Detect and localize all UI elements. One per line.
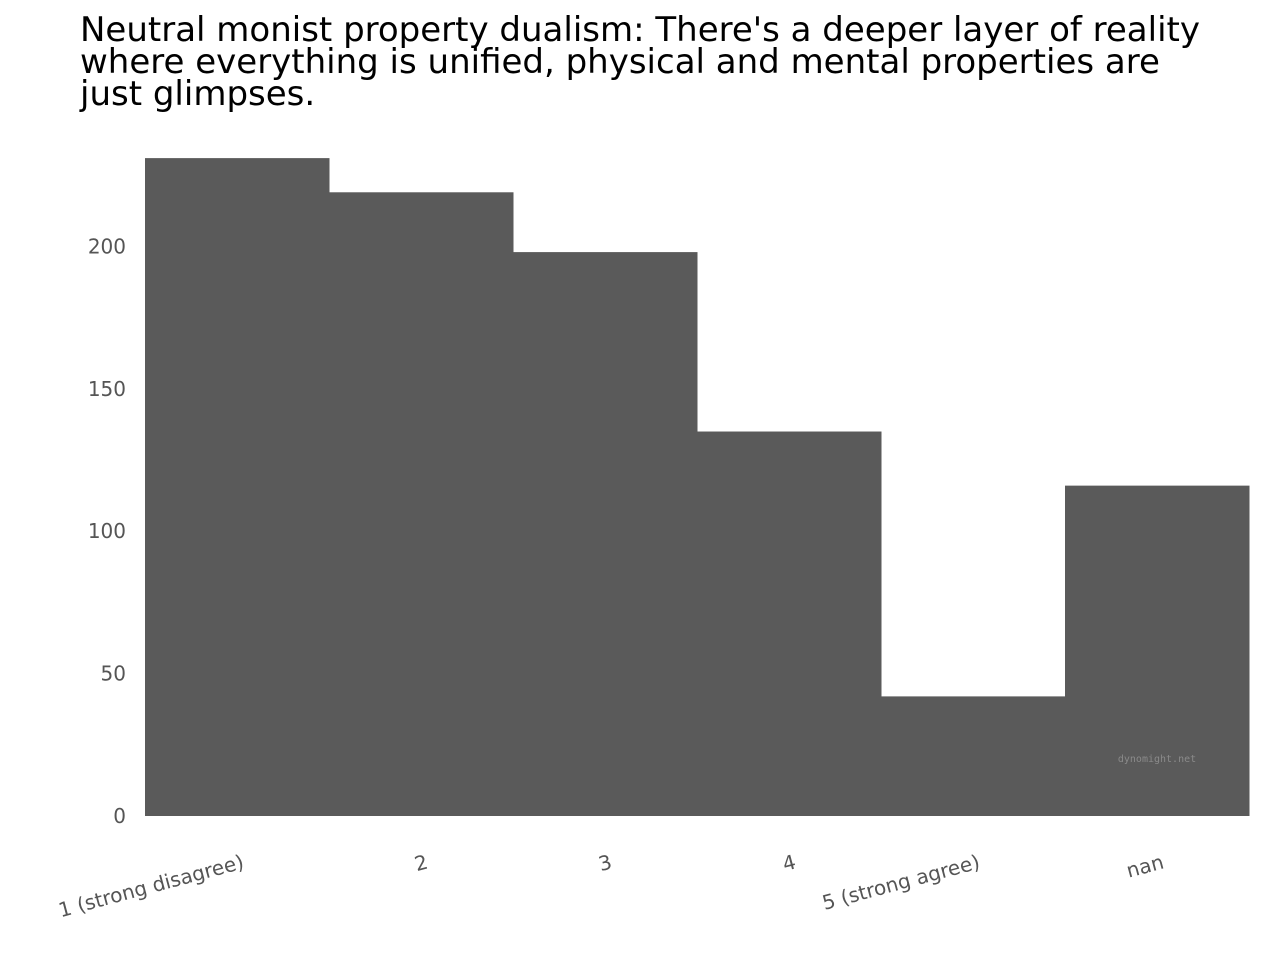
y-tick-label-0: 0 (113, 804, 126, 828)
chart-title: Neutral monist property dualism: There's… (79, 10, 1200, 114)
y-tick-label-2: 100 (88, 519, 126, 543)
y-axis-ticks: 0 50 100 150 200 (88, 234, 126, 828)
x-tick-label-3: 4 (780, 850, 799, 876)
y-tick-label-1: 50 (101, 662, 126, 686)
bar-4 (881, 696, 1066, 816)
watermark: dynomight.net (1118, 754, 1196, 765)
bars-group (145, 158, 1250, 817)
y-tick-label-4: 200 (88, 234, 126, 258)
chart-title-line-1: Neutral monist property dualism: There's… (80, 10, 1200, 50)
x-tick-label-5: nan (1124, 850, 1167, 883)
chart-title-line-3: just glimpses. (79, 74, 315, 114)
bar-5 (1065, 485, 1250, 816)
bar-3 (697, 431, 882, 816)
x-tick-label-4: 5 (strong agree) (820, 850, 983, 915)
x-tick-label-1: 2 (412, 850, 431, 876)
bar-1 (329, 192, 514, 817)
x-tick-label-0: 1 (strong disagree) (56, 850, 246, 923)
chart-title-line-2: where everything is unified, physical an… (80, 42, 1160, 82)
y-tick-label-3: 150 (88, 377, 126, 401)
bar-2 (513, 252, 698, 816)
x-tick-label-2: 3 (596, 850, 615, 876)
x-axis-ticks: 1 (strong disagree) 2 3 4 5 (strong agree) na… (56, 850, 1166, 923)
bar-0 (145, 158, 330, 816)
